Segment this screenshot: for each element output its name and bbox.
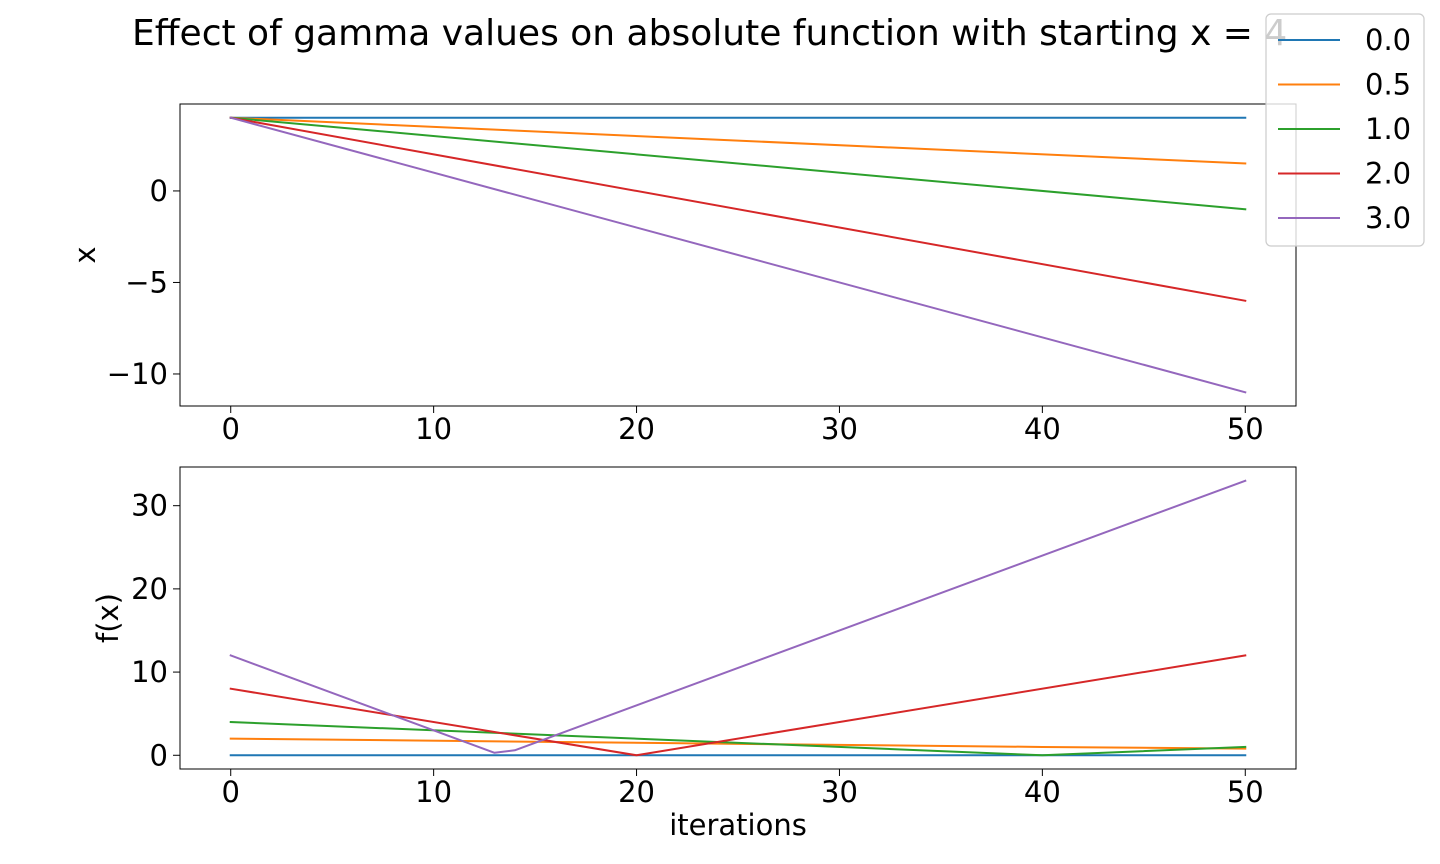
series-lines bbox=[229, 116, 1247, 394]
series-line-2.0 bbox=[229, 116, 1247, 302]
x-tick-label: 50 bbox=[1227, 775, 1264, 809]
axes-frame bbox=[179, 103, 1297, 407]
series-line-2.0 bbox=[229, 654, 1247, 757]
legend-label-0.5: 0.5 bbox=[1365, 68, 1411, 102]
y-tick-label: 20 bbox=[131, 572, 168, 606]
figure-title: Effect of gamma values on absolute funct… bbox=[132, 13, 1287, 54]
legend-label-1.0: 1.0 bbox=[1365, 112, 1411, 146]
x-tick-label: 30 bbox=[821, 775, 858, 809]
y-tick-label: 30 bbox=[131, 489, 168, 523]
y-tick-label: −5 bbox=[125, 265, 168, 299]
bottom-axes: 0 10 20 30 40 50 0 10 20 30 f(x) iterations bbox=[91, 466, 1297, 842]
y-axis-label: x bbox=[68, 246, 102, 263]
legend-frame bbox=[1265, 13, 1425, 247]
legend-entries: 0.0 0.5 1.0 2.0 3.0 bbox=[1278, 23, 1411, 235]
x-tick-label: 40 bbox=[1024, 775, 1061, 809]
series-line-3.0 bbox=[229, 116, 1247, 394]
y-tick-label: 0 bbox=[150, 174, 168, 208]
x-tick-label: 20 bbox=[618, 412, 655, 446]
top-axes: 0 10 20 30 40 50 0 −5 −10 x bbox=[68, 103, 1297, 446]
legend-label-3.0: 3.0 bbox=[1365, 201, 1411, 235]
x-tick-label: 40 bbox=[1024, 412, 1061, 446]
x-tick-label: 0 bbox=[222, 775, 240, 809]
y-tick-label: 10 bbox=[131, 655, 168, 689]
series-lines bbox=[229, 479, 1247, 757]
x-tick-label: 10 bbox=[415, 775, 452, 809]
legend-label-0.0: 0.0 bbox=[1365, 23, 1411, 57]
series-line-0.5 bbox=[229, 116, 1247, 165]
series-line-1.0 bbox=[229, 116, 1247, 211]
x-tick-label: 50 bbox=[1227, 412, 1264, 446]
y-axis-label: f(x) bbox=[91, 593, 125, 643]
x-tick-label: 30 bbox=[821, 412, 858, 446]
x-tick-label: 0 bbox=[222, 412, 240, 446]
x-tick-label: 10 bbox=[415, 412, 452, 446]
series-line-0.5 bbox=[229, 737, 1247, 750]
x-axis-label: iterations bbox=[669, 808, 807, 842]
legend: 0.0 0.5 1.0 2.0 3.0 bbox=[1265, 13, 1425, 247]
y-tick-label: 0 bbox=[150, 738, 168, 772]
series-line-3.0 bbox=[229, 479, 1247, 754]
axes-frame bbox=[179, 466, 1297, 770]
legend-label-2.0: 2.0 bbox=[1365, 157, 1411, 191]
x-tick-label: 20 bbox=[618, 775, 655, 809]
y-tick-label: −10 bbox=[107, 357, 168, 391]
